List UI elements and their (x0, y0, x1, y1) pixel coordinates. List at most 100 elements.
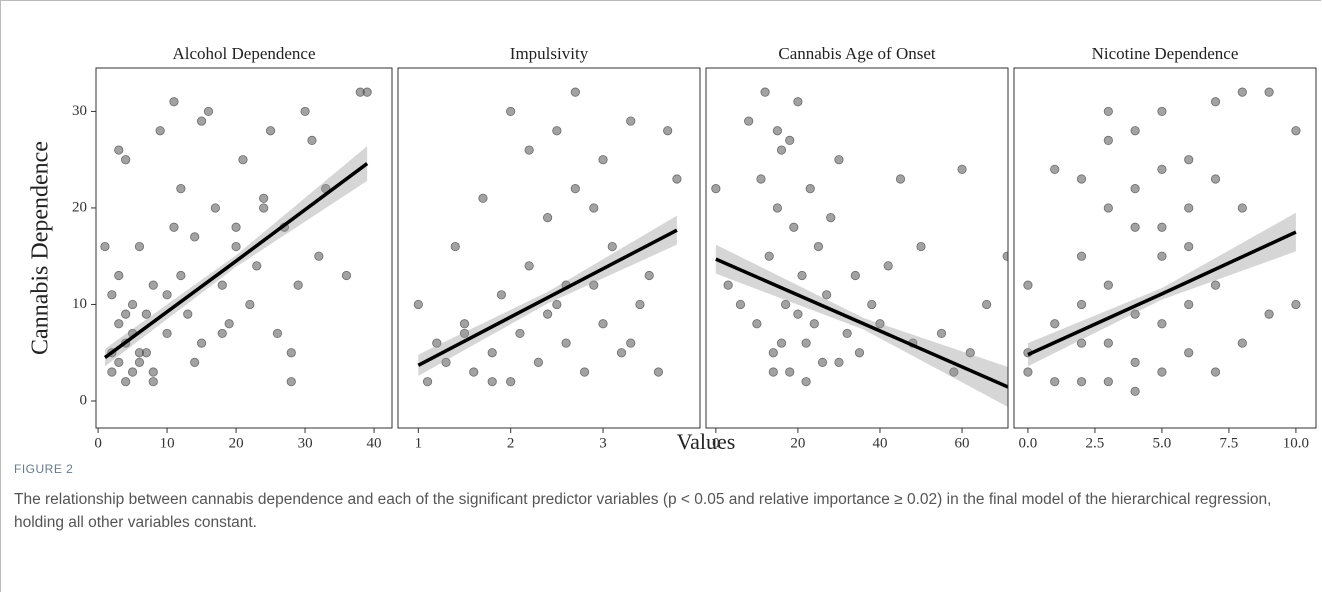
point (854, 348, 865, 358)
point (162, 290, 172, 300)
point (134, 241, 145, 252)
point (190, 357, 200, 367)
x-tick-label: 2.5 (1086, 435, 1105, 451)
point (543, 309, 553, 319)
plot-area (413, 87, 682, 387)
point (148, 280, 158, 290)
point (801, 377, 811, 387)
point (459, 328, 470, 339)
x-tick-label: 0 (94, 435, 102, 451)
point (217, 280, 227, 290)
x-tick-label: 20 (790, 435, 805, 451)
point (570, 184, 580, 194)
point (589, 280, 599, 290)
point (916, 241, 926, 252)
point (1184, 241, 1194, 252)
point (307, 135, 317, 145)
point (1184, 203, 1194, 213)
point (1130, 126, 1140, 136)
figure: Cannabis Dependence Values 0102030Alcoho… (28, 44, 1317, 454)
point (217, 328, 227, 339)
point (450, 241, 460, 252)
point (196, 116, 207, 126)
point (644, 270, 654, 281)
panel-border (95, 67, 393, 429)
point (432, 338, 442, 348)
point (850, 270, 860, 281)
point (259, 203, 269, 213)
point (441, 357, 451, 367)
point (134, 348, 145, 358)
point (259, 193, 269, 203)
point (616, 348, 627, 358)
point (1076, 174, 1087, 184)
point (1002, 251, 1008, 261)
x-tick-label: 40 (872, 435, 887, 451)
point (190, 232, 200, 242)
point (459, 319, 470, 329)
point (1157, 106, 1167, 117)
point (265, 126, 276, 136)
point (1103, 106, 1113, 117)
point (817, 357, 828, 367)
point (524, 145, 534, 155)
point (875, 319, 885, 329)
point (210, 203, 220, 213)
confidence-band (104, 146, 368, 367)
point (801, 338, 811, 348)
point (422, 377, 433, 387)
point (127, 367, 138, 377)
point (1184, 299, 1194, 310)
point (965, 348, 975, 358)
point (764, 251, 774, 261)
point (776, 338, 787, 348)
point (1103, 338, 1113, 348)
point (1023, 367, 1033, 377)
point (626, 338, 636, 348)
point (496, 290, 507, 300)
point (169, 222, 179, 232)
point (231, 241, 241, 252)
point (1050, 164, 1060, 174)
point (1184, 155, 1194, 165)
point (1130, 357, 1140, 367)
fit-line (103, 162, 369, 359)
point (723, 280, 733, 290)
point (1103, 135, 1113, 145)
point (949, 367, 959, 377)
x-tick-label: 30 (298, 435, 313, 451)
point (1291, 299, 1301, 310)
point (561, 338, 571, 348)
point (1157, 164, 1167, 174)
point (114, 145, 124, 155)
panel-title: Impulsivity (510, 44, 589, 63)
x-tick-label: 10 (160, 435, 175, 451)
point (789, 222, 799, 232)
x-tick-label: 20 (229, 435, 244, 451)
point (478, 193, 488, 203)
y-tick-label: 0 (80, 392, 88, 408)
point (805, 184, 815, 194)
caption: The relationship between cannabis depend… (14, 491, 1272, 531)
point (1130, 386, 1140, 396)
point (196, 338, 207, 348)
point (203, 106, 214, 117)
point (735, 299, 746, 310)
point (895, 174, 906, 184)
fit-line (1027, 230, 1297, 357)
point (1264, 87, 1274, 97)
point (1076, 251, 1087, 261)
x-tick-label: 60 (955, 435, 970, 451)
confidence-band (1027, 212, 1296, 367)
point (598, 319, 608, 329)
point (785, 135, 795, 145)
point (238, 155, 248, 165)
y-axis-label: Cannabis Dependence (28, 141, 54, 355)
panel-title: Nicotine Dependence (1092, 44, 1239, 63)
point (252, 261, 262, 271)
point (552, 299, 562, 310)
panel-border (705, 67, 1009, 429)
point (293, 280, 303, 290)
point (1157, 319, 1167, 329)
point (141, 309, 151, 319)
